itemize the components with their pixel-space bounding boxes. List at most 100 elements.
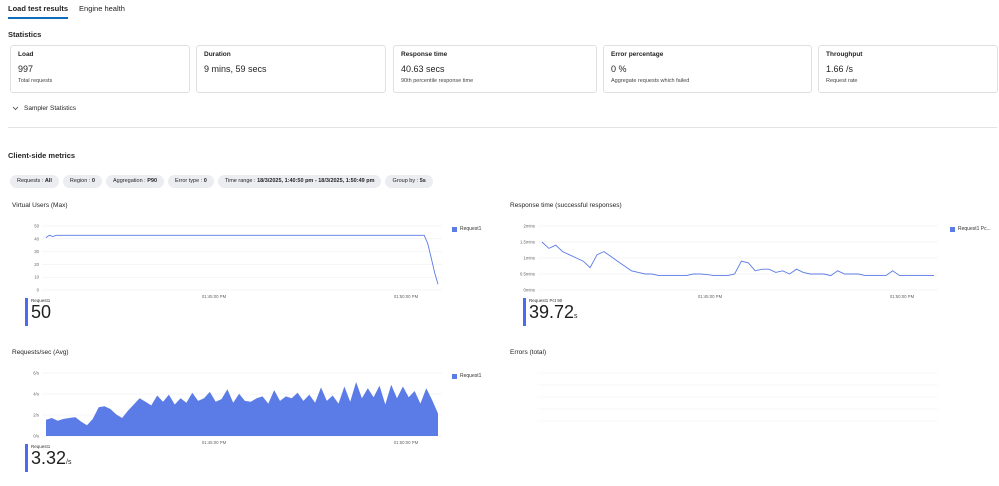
- kpi-value: 39.72s: [529, 303, 578, 326]
- errors-chart[interactable]: [510, 369, 940, 431]
- filter-value: P90: [147, 178, 158, 184]
- card-subtitle: Request rate: [826, 78, 858, 84]
- kpi-unit: s: [574, 313, 578, 320]
- y-tick-label: 1.5mins: [520, 240, 535, 245]
- card-value: 997: [18, 64, 34, 74]
- card-value: 9 mins, 59 secs: [204, 64, 267, 74]
- filter-value: 0: [203, 178, 207, 184]
- response-time-chart[interactable]: 0mins 0.5mins 1mins 1.5mins 2mins 01:45:00 PM…: [510, 222, 940, 300]
- kpi-label: Request1: [31, 298, 51, 303]
- filter-key: Region: [69, 178, 88, 184]
- card-title: Error percentage: [611, 51, 664, 58]
- filter-value: All: [44, 178, 52, 184]
- errors-title: Errors (total): [510, 349, 547, 356]
- tab-bar: Load test results Engine health: [8, 4, 125, 19]
- response-time-card: Response time 40.63 secs 90th percentile…: [393, 45, 597, 93]
- x-tick-label: 01:50:00 PM: [394, 294, 419, 299]
- y-tick-label: 0.5mins: [520, 272, 535, 277]
- legend-swatch: [950, 226, 955, 232]
- kpi-value: 50: [31, 303, 51, 326]
- series-area[interactable]: [46, 382, 438, 436]
- kpi-unit: /s: [66, 459, 72, 466]
- card-title: Load: [18, 51, 34, 58]
- filter-requests[interactable]: Requests : All: [10, 175, 59, 188]
- y-tick-label: 4/s: [33, 392, 39, 397]
- filter-bar: Requests : All Region : 0 Aggregation : …: [10, 175, 433, 188]
- response-time-kpi: Request1 Pct 90 39.72s: [523, 298, 578, 326]
- filter-time-range[interactable]: Time range : 18/3/2025, 1:40:50 pm - 18/…: [217, 175, 382, 188]
- x-tick-label: 01:45:00 PM: [698, 294, 723, 299]
- x-tick-label: 01:50:00 PM: [890, 294, 915, 299]
- y-tick-label: 0/s: [33, 434, 39, 439]
- virtual-users-kpi: Request1 50: [25, 298, 51, 326]
- legend-swatch: [452, 226, 457, 232]
- sampler-statistics-label: Sampler Statistics: [24, 105, 77, 112]
- kpi-value: 3.32/s: [31, 449, 72, 472]
- filter-key: Aggregation: [112, 178, 143, 184]
- y-tick-label: 1mins: [524, 256, 535, 261]
- card-title: Throughput: [826, 51, 863, 58]
- chevron-down-icon: [12, 106, 19, 111]
- kpi-number: 39.72: [529, 302, 575, 322]
- filter-key: Requests: [17, 178, 41, 184]
- series-line[interactable]: [45, 234, 439, 285]
- legend-label: Request1: [460, 226, 482, 232]
- series-line[interactable]: [541, 241, 934, 277]
- statistics-heading: Statistics: [8, 30, 42, 39]
- x-tick-label: 01:45:00 PM: [202, 440, 227, 445]
- y-tick-label: 2mins: [524, 224, 535, 229]
- tab-engine-health[interactable]: Engine health: [79, 4, 125, 13]
- card-subtitle: 90th percentile response time: [401, 78, 474, 84]
- throughput-card: Throughput 1.66 /s Request rate: [818, 45, 998, 93]
- requests-per-sec-title: Requests/sec (Avg): [12, 349, 69, 356]
- kpi-label: Request1: [31, 444, 51, 449]
- requests-per-sec-kpi: Request1 3.32/s: [25, 444, 72, 472]
- virtual-users-chart[interactable]: 0 10 20 30 40 50 01:45:00 PM 01:50:00 PM: [14, 222, 444, 300]
- card-subtitle: Total requests: [18, 78, 53, 84]
- card-title: Duration: [204, 51, 231, 58]
- sampler-statistics-toggle[interactable]: Sampler Statistics: [12, 105, 76, 112]
- load-card: Load 997 Total requests: [10, 45, 190, 93]
- filter-region[interactable]: Region : 0: [62, 175, 102, 188]
- card-title: Response time: [401, 51, 448, 58]
- y-tick-label: 2/s: [33, 413, 39, 418]
- card-subtitle: Aggregate requests which failed: [611, 78, 690, 84]
- card-value: 40.63 secs: [401, 64, 445, 74]
- duration-card: Duration 9 mins, 59 secs: [196, 45, 386, 93]
- virtual-users-title: Virtual Users (Max): [12, 202, 68, 209]
- filter-key: Time range: [224, 178, 253, 184]
- y-tick-label: 50: [34, 224, 39, 229]
- x-tick-label: 01:50:00 PM: [394, 440, 419, 445]
- legend-label: Request1 Pc...: [958, 226, 991, 232]
- kpi-number: 50: [31, 302, 52, 322]
- filter-value: 18/3/2025, 1:40:50 pm - 18/3/2025, 1:50:…: [257, 178, 375, 184]
- requests-per-sec-chart[interactable]: 0/s 2/s 4/s 6/s 01:45:00 PM 01:50:00 PM: [14, 369, 444, 446]
- section-divider: [8, 127, 997, 128]
- filter-group-by[interactable]: Group by : 5s: [385, 175, 433, 188]
- x-tick-label: 01:45:00 PM: [202, 294, 227, 299]
- client-metrics-heading: Client-side metrics: [8, 151, 76, 160]
- y-tick-label: 20: [34, 262, 39, 267]
- y-tick-label: 6/s: [33, 371, 39, 376]
- card-value: 0 %: [611, 64, 627, 74]
- y-tick-label: 0mins: [524, 288, 535, 293]
- filter-key: Error type: [175, 178, 200, 184]
- response-time-legend[interactable]: Request1 Pc...: [950, 226, 991, 232]
- legend-label: Request1: [460, 373, 482, 379]
- error-percentage-card: Error percentage 0 % Aggregate requests …: [603, 45, 812, 93]
- virtual-users-legend[interactable]: Request1: [452, 226, 481, 232]
- tab-load-test-results[interactable]: Load test results: [8, 4, 69, 19]
- filter-value: 5s: [419, 178, 426, 184]
- y-tick-label: 0: [37, 288, 40, 293]
- kpi-number: 3.32: [31, 448, 67, 468]
- y-tick-label: 40: [34, 236, 39, 241]
- y-tick-label: 30: [34, 249, 39, 254]
- legend-swatch: [452, 373, 457, 379]
- filter-key: Group by: [392, 178, 416, 184]
- requests-per-sec-legend[interactable]: Request1: [452, 373, 481, 379]
- filter-error-type[interactable]: Error type : 0: [168, 175, 214, 188]
- kpi-label: Request1 Pct 90: [529, 298, 563, 303]
- response-time-title: Response time (successful responses): [510, 202, 622, 209]
- filter-aggregation[interactable]: Aggregation : P90: [105, 175, 165, 188]
- y-tick-label: 10: [34, 275, 39, 280]
